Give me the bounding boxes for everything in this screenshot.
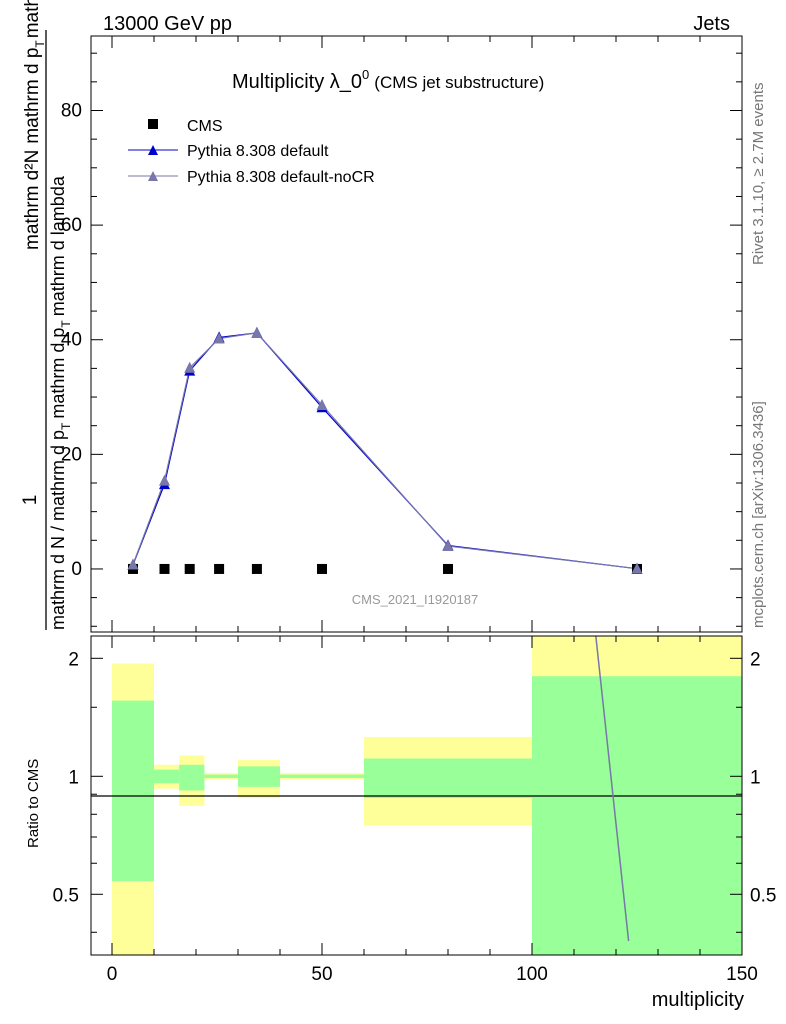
legend-default-label: Pythia 8.308 default	[187, 143, 329, 160]
ylabel-den-2: T	[59, 422, 73, 430]
ylabel-one: 1	[20, 495, 41, 506]
ratio-band-green	[280, 774, 364, 779]
series-2-point	[184, 361, 196, 373]
main-title-text: Multiplicity λ_0	[232, 71, 362, 93]
ylabel-num-2: mathrm d p	[22, 48, 43, 144]
ylabel-numerator: mathrm d²N mathrm d pTmathrm d lambda	[22, 0, 47, 250]
xtick-label: 100	[516, 964, 548, 985]
cms-point	[443, 563, 453, 574]
legend-nocr-label: Pythia 8.308 default-noCR	[187, 169, 375, 186]
ylabel-den-5: mathrm d lambda	[48, 175, 68, 316]
ratio-line-group	[595, 636, 630, 942]
ratio-band-green	[179, 764, 205, 791]
legend-default-marker	[148, 145, 158, 155]
ylabel-den-1: mathrm d N / mathrm d p	[48, 430, 68, 630]
legend-nocr-marker	[148, 171, 158, 181]
xtick-label: 50	[311, 964, 332, 985]
ratio-mc-line	[595, 636, 630, 942]
main-ytick-label: 60	[61, 215, 82, 236]
series-line-2	[132, 332, 638, 570]
series-2-point	[442, 539, 454, 551]
xtick-label: 0	[107, 964, 118, 985]
ratio-plot: 0.5 0.5 1 1 2 2 0 50 100 150 Ratio to CMS multip…	[25, 36, 776, 1011]
series-2-point	[316, 399, 328, 411]
ratio-ytick-label-right: 0.5	[750, 885, 776, 906]
series-2-point	[631, 562, 643, 574]
ylabel-denominator: mathrm d N / mathrm d pTmathrm d pTmathr…	[48, 175, 73, 630]
cms-point	[159, 563, 170, 574]
ratio-ytick-label-right: 2	[750, 649, 761, 670]
ratio-band-green	[204, 774, 238, 779]
cms-point	[251, 563, 262, 574]
rivet-label: Rivet 3.1.10, ≥ 2.7M events	[750, 83, 767, 266]
main-plot-frame	[90, 35, 743, 633]
ratio-band-green	[364, 758, 532, 799]
ratio-band-green	[532, 676, 742, 955]
series-2-point	[127, 558, 139, 570]
legend-cms-marker	[148, 119, 158, 129]
watermark: CMS_2021_I1920187	[352, 592, 479, 607]
legend: CMS Pythia 8.308 default Pythia 8.308 de…	[128, 118, 375, 186]
ratio-ylabel: Ratio to CMS	[25, 759, 42, 848]
ylabel-num-3: T	[33, 40, 47, 48]
legend-cms-label: CMS	[187, 118, 223, 135]
ratio-ytick-label-left: 1	[68, 767, 79, 788]
main-ytick-label: 20	[61, 444, 82, 465]
ratio-ytick-label-left: 0.5	[53, 885, 79, 906]
cms-point	[317, 563, 327, 574]
main-series	[127, 326, 643, 574]
ratio-ytick-label-left: 2	[68, 649, 79, 670]
ylabel-num-1: mathrm d²N	[22, 150, 43, 250]
ratio-ytick-label-right: 1	[750, 767, 761, 788]
xtick-label: 150	[726, 964, 758, 985]
ratio-band-green	[112, 700, 154, 882]
ylabel-den-3: mathrm d p	[48, 328, 68, 419]
ratio-band-green	[238, 766, 280, 787]
ylabel-num-4: mathrm d lambda	[22, 0, 43, 38]
main-ytick-label: 0	[71, 559, 82, 580]
ylabel-den-4: T	[59, 320, 73, 328]
cms-point	[214, 563, 225, 574]
mcplots-label: mcplots.cern.ch [arXiv:1306.3436]	[750, 401, 767, 628]
series-2-point	[213, 332, 225, 344]
main-yticks: 0 20 40 60 80	[61, 52, 742, 627]
ratio-yticks: 0.5 0.5 1 1 2 2	[53, 649, 776, 933]
main-ytick-label: 80	[61, 101, 82, 122]
xticks: 0 50 100 150	[107, 36, 758, 985]
main-ylabel: mathrm d²Nmathrm d pTmathrm d lambda 1 m…	[20, 0, 73, 630]
series-line-1	[132, 332, 638, 570]
header-left: 13000 GeV pp	[103, 13, 232, 35]
series-2-point	[159, 474, 170, 486]
ratio-band-green	[154, 769, 180, 784]
cms-point	[184, 563, 195, 574]
series-2-point	[251, 326, 263, 338]
main-title-subtitle: (CMS jet substructure)	[374, 73, 544, 92]
xlabel: multiplicity	[652, 989, 744, 1011]
main-title: Multiplicity λ_00 (CMS jet substructure)	[232, 67, 544, 93]
header-right: Jets	[693, 13, 730, 35]
ratio-plot-frame	[90, 635, 743, 956]
main-title-sup: 0	[362, 67, 369, 82]
main-ytick-label: 40	[61, 330, 82, 351]
